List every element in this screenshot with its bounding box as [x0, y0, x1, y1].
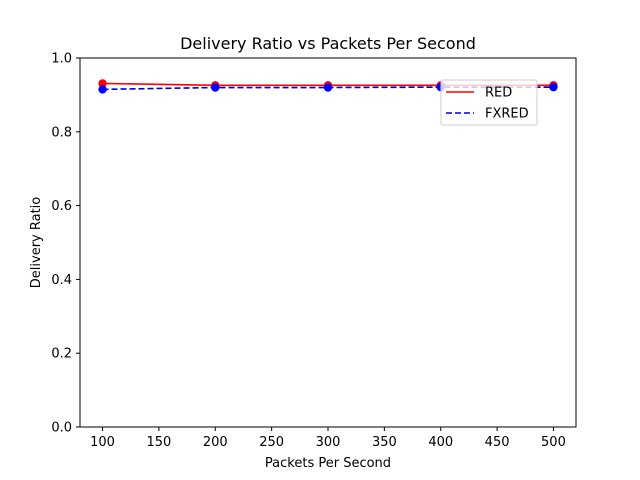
x-tick-label-300: 300: [316, 435, 341, 450]
x-tick-label-150: 150: [146, 435, 171, 450]
x-tick-label-100: 100: [90, 435, 115, 450]
x-tick-label-350: 350: [372, 435, 397, 450]
legend: RED FXRED: [440, 79, 538, 126]
x-axis-label: Packets Per Second: [265, 456, 391, 471]
y-axis: 0.0 0.2 0.4 0.6 0.8 1.0: [51, 52, 80, 436]
x-tick-label-200: 200: [203, 435, 228, 450]
x-tick-label-400: 400: [428, 435, 453, 450]
x-tick-label-500: 500: [541, 435, 566, 450]
x-tick-label-450: 450: [485, 435, 510, 450]
point-fxred-300: [323, 83, 333, 92]
point-fxred-100: [98, 85, 107, 94]
x-tick-label-250: 250: [259, 435, 284, 450]
y-tick-label-0.2: 0.2: [51, 347, 72, 362]
chart-title: Delivery Ratio vs Packets Per Second: [180, 34, 476, 53]
y-tick-label-0.4: 0.4: [51, 273, 72, 288]
x-axis: 100 150 200 250 300 350 400 450 500: [90, 427, 566, 450]
y-tick-label-0.0: 0.0: [51, 421, 72, 436]
y-tick-label-1.0: 1.0: [51, 52, 72, 67]
point-fxred-200: [211, 83, 220, 92]
point-fxred-500: [549, 82, 558, 92]
y-tick-label-0.8: 0.8: [51, 125, 72, 140]
legend-label-red: RED: [485, 86, 512, 101]
y-tick-label-0.6: 0.6: [51, 199, 72, 214]
y-axis-label: Delivery Ratio: [29, 197, 44, 289]
legend-label-fxred: FXRED: [485, 107, 529, 122]
point-red-100: [98, 79, 107, 88]
